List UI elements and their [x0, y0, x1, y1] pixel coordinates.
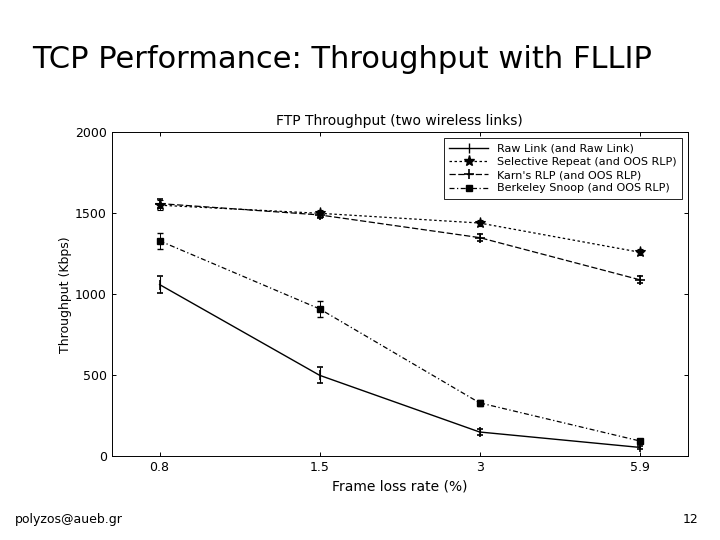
Text: polyzos@aueb.gr: polyzos@aueb.gr — [14, 513, 122, 526]
Text: 12: 12 — [683, 513, 698, 526]
Y-axis label: Throughput (Kbps): Throughput (Kbps) — [59, 236, 72, 353]
Text: TCP Performance: Throughput with FLLIP: TCP Performance: Throughput with FLLIP — [32, 45, 652, 74]
Legend: Raw Link (and Raw Link), Selective Repeat (and OOS RLP), Karn's RLP (and OOS RLP: Raw Link (and Raw Link), Selective Repea… — [444, 138, 682, 199]
Title: FTP Throughput (two wireless links): FTP Throughput (two wireless links) — [276, 114, 523, 129]
X-axis label: Frame loss rate (%): Frame loss rate (%) — [332, 480, 467, 494]
